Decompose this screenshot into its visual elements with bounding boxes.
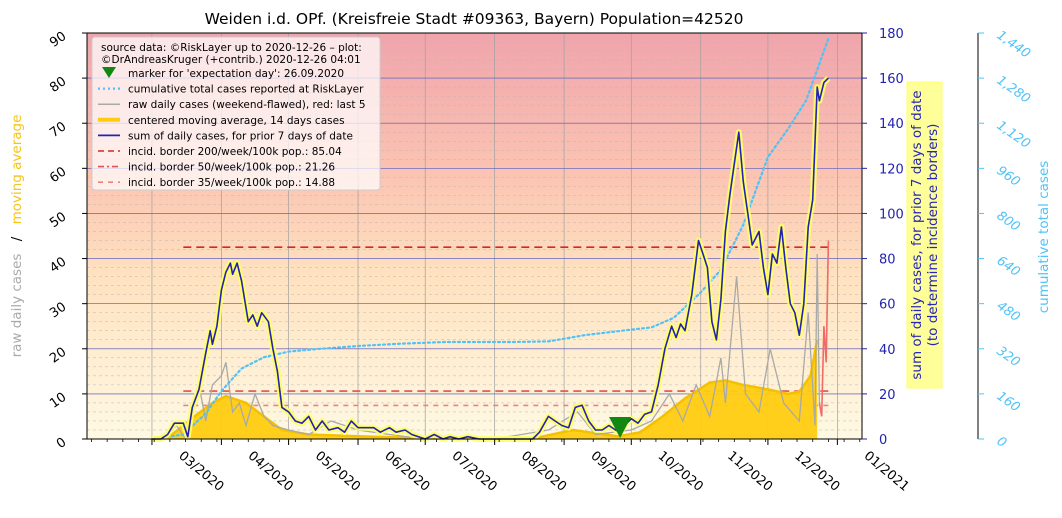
left-tick-label: 60 [47, 164, 69, 186]
x-tick-label: 06/2020 [381, 449, 432, 495]
right-tick-label: 120 [879, 162, 904, 177]
cumulative-tick-label: 160 [994, 389, 1023, 416]
seven-day-sum-line [152, 77, 829, 440]
left-axis-label: raw daily cases / moving average [9, 115, 25, 358]
right-tick-label: 0 [879, 433, 887, 448]
x-tick-label: 03/2020 [175, 449, 226, 495]
right-axis-label-box [906, 81, 943, 389]
right-tick-label: 20 [879, 388, 896, 403]
left-tick-label: 70 [47, 119, 69, 141]
expectation-day-marker [609, 417, 632, 438]
right-tick-label: 60 [879, 298, 896, 313]
legend-marker-swatch [102, 67, 116, 78]
left-label-sep: / [9, 236, 25, 241]
chart-title: Weiden i.d. OPf. (Kreisfreie Stadt #0936… [205, 10, 744, 28]
x-tick-label: 01/2021 [861, 449, 912, 495]
left-tick-label: 80 [47, 74, 69, 96]
x-tick-label: 11/2020 [724, 449, 775, 495]
left-tick-label: 90 [47, 29, 69, 51]
right-label-line2: (to determine incidence borders) [925, 124, 941, 347]
x-tick-label: 08/2020 [518, 449, 569, 495]
right-tick-label: 140 [879, 117, 904, 132]
legend-box [91, 36, 381, 191]
left-tick-label: 20 [47, 345, 69, 367]
legend-label: cumulative total cases reported at RiskL… [128, 84, 364, 96]
x-axis: 03/2020 04/2020 05/2020 06/2020 07/2020 08/20… [91, 439, 912, 495]
cumulative-tick-label: 1,280 [994, 73, 1033, 107]
legend: source data: ©RiskLayer up to 2020-12-26… [91, 36, 381, 191]
raw-daily-last5-line [818, 240, 830, 417]
cumulative-tick-label: 320 [994, 344, 1023, 371]
svg-text:raw daily cases /: raw daily cases / moving average [9, 115, 25, 358]
moving-average-line [151, 339, 819, 441]
cumulative-tick-label: 1,120 [994, 118, 1033, 152]
legend-label: raw daily cases (weekend-flawed), red: l… [128, 99, 366, 111]
left-axis: 0 10 20 30 40 50 60 70 80 90 [47, 29, 87, 452]
cumulative-tick-label: 480 [994, 299, 1023, 326]
plot-frame [86, 32, 863, 440]
right-tick-label: 80 [879, 253, 896, 268]
legend-label: sum of daily cases, for prior 7 days of … [128, 130, 353, 142]
right-tick-label: 180 [879, 27, 904, 42]
x-tick-label: 07/2020 [449, 449, 500, 495]
legend-label: incid. border 200/week/100k pop.: 85.04 [128, 146, 342, 158]
left-tick-label: 50 [47, 209, 69, 231]
right-axis: 0 20 40 60 80 100 120 140 160 180 [862, 27, 904, 448]
cumulative-tick-label: 0 [994, 434, 1009, 451]
cumulative-tick-label: 800 [994, 208, 1023, 235]
legend-label: centered moving average, 14 days cases [128, 115, 345, 127]
right-tick-label: 40 [879, 343, 896, 358]
x-tick-label: 05/2020 [312, 449, 363, 495]
x-tick-label: 10/2020 [655, 449, 706, 495]
legend-source-2: ©DrAndreasKruger (+contrib.) 2020-12-26 … [101, 54, 361, 66]
cumulative-label: cumulative total cases [1036, 161, 1052, 314]
x-tick-label: 09/2020 [588, 449, 639, 495]
legend-items: marker for 'expectation day': 26.09.2020… [98, 67, 366, 189]
cumulative-axis-label: cumulative total cases [1036, 161, 1052, 314]
cumulative-tick-label: 1,440 [994, 28, 1033, 62]
legend-source-1: source data: ©RiskLayer up to 2020-12-26… [101, 42, 362, 54]
cumulative-tick-label: 640 [994, 254, 1023, 281]
cumulative-axis: 0 160 320 480 640 800 960 1,120 1,280 1,440 [977, 28, 1033, 451]
moving-average-area [152, 339, 818, 439]
legend-label: incid. border 35/week/100k pop.: 14.88 [128, 177, 335, 189]
left-label-raw: raw daily cases [9, 254, 25, 358]
legend-label: incid. border 50/week/100k pop.: 21.26 [128, 162, 335, 174]
x-tick-label: 04/2020 [245, 449, 296, 495]
left-tick-label: 40 [47, 255, 69, 277]
right-label-line1: sum of daily cases, for prior 7 days of … [909, 90, 925, 379]
cumulative-tick-label: 960 [994, 163, 1023, 190]
left-label-avg: moving average [9, 115, 25, 225]
cumulative-line [150, 37, 830, 441]
legend-label: marker for 'expectation day': 26.09.2020 [128, 68, 344, 80]
right-tick-label: 160 [879, 72, 904, 87]
left-tick-label: 10 [47, 390, 69, 412]
right-axis-label: sum of daily cases, for prior 7 days of … [909, 90, 941, 379]
x-tick-label: 12/2020 [791, 449, 842, 495]
left-tick-label: 30 [47, 300, 69, 322]
right-tick-label: 100 [879, 207, 904, 222]
left-tick-label: 0 [54, 435, 69, 452]
series-layer [150, 37, 831, 442]
